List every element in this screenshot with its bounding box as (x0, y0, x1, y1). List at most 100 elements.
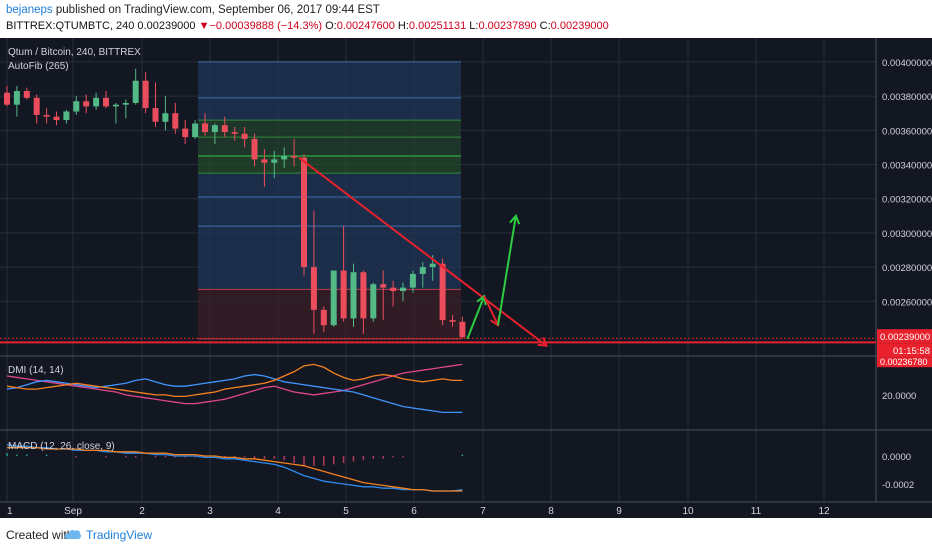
price-tick-label: 0.00280000 (882, 263, 932, 274)
projection-arrow (483, 295, 499, 326)
candle-body (400, 287, 406, 292)
down-arrow-icon: ▼ (198, 20, 210, 32)
low-price-label: 0.00236780 (880, 357, 928, 367)
candle-body (390, 287, 397, 292)
created-with-text: Created with (6, 528, 74, 542)
chart-area[interactable]: 20.0000 0.0000 -0.0002 0.00400000 0.0038000… (0, 38, 932, 518)
open-value: 0.00247600 (336, 20, 395, 32)
dmi-plus-line (6, 373, 463, 414)
chart-header: bejaneps published on TradingView.com, S… (0, 0, 932, 38)
candle-body (370, 284, 377, 319)
candle-body (429, 263, 436, 268)
macd-tick-label: 0.0000 (882, 452, 911, 463)
candle-body (122, 102, 129, 105)
time-tick-label: 8 (548, 506, 554, 517)
candle-body (221, 125, 228, 133)
candle-body (4, 92, 10, 105)
candle-body (202, 123, 208, 133)
footer: Created with TradingView (0, 518, 932, 550)
projection-arrow (466, 295, 486, 340)
candle-body (93, 97, 100, 107)
fib-zone (198, 289, 461, 339)
symbol-label: BITTREX:QTUMBTC, 240 (6, 20, 135, 32)
candle-body (103, 97, 109, 107)
price-change: −0.00039888 (−14.3%) (209, 20, 323, 32)
time-tick-label: 11 (751, 506, 762, 517)
candle-body (330, 270, 337, 326)
candle-body (152, 108, 159, 122)
high-label: H: (397, 20, 409, 32)
fib-zone (198, 97, 461, 121)
low-value: 0.00237890 (478, 20, 537, 32)
arrow-head (537, 337, 549, 347)
price-tick-label: 0.00400000 (882, 58, 932, 69)
time-tick-label: 7 (480, 506, 486, 517)
countdown-box (877, 343, 932, 358)
macd-label: MACD (12, 26, close, 9) (8, 441, 115, 452)
candle-body (310, 267, 317, 310)
candle-body (409, 273, 416, 288)
high-value: 0.00251131 (408, 20, 467, 32)
price-tick-label: 0.00260000 (882, 297, 932, 308)
price-chart[interactable]: 20.0000 0.0000 -0.0002 0.00400000 0.0038000… (0, 38, 932, 518)
candle-body (350, 272, 357, 319)
close-value: 0.00239000 (550, 20, 609, 32)
time-tick-label: Sep (64, 506, 82, 517)
candle-body (63, 111, 70, 121)
tradingview-link[interactable]: TradingView (86, 528, 153, 542)
time-tick-label: 4 (275, 506, 281, 517)
candle-body (162, 113, 169, 122)
macd-tick-label: -0.0002 (882, 480, 914, 491)
candle-body (172, 113, 179, 129)
candle-body (211, 125, 218, 133)
candle-body (301, 157, 307, 268)
candle-body (281, 155, 288, 160)
fib-zone (198, 226, 461, 290)
current-price-box (877, 329, 932, 344)
time-tick-label: 1 (7, 506, 13, 517)
fib-zone (198, 61, 461, 98)
candle-body (449, 320, 456, 322)
countdown-label: 01:15:58 (893, 346, 930, 357)
candle-body (23, 91, 30, 98)
candle-body (291, 155, 298, 158)
last-price: 0.00239000 (137, 20, 196, 32)
published-text: published on TradingView.com, September … (55, 4, 380, 16)
arrow-head (509, 213, 521, 225)
time-tick-label: 5 (343, 506, 349, 517)
fib-zone (198, 137, 461, 156)
fib-zone (198, 155, 461, 174)
projection-arrow (497, 215, 517, 326)
candle-body (112, 104, 119, 107)
candle-body (340, 270, 347, 319)
candle-body (419, 267, 426, 274)
price-tick-label: 0.00320000 (882, 195, 932, 206)
time-tick-label: 10 (682, 506, 694, 517)
autofib-label: AutoFib (265) (8, 61, 69, 72)
candle-body (182, 128, 189, 138)
candle-body (43, 114, 50, 117)
candle-body (83, 101, 90, 107)
candle-body (231, 132, 238, 134)
price-tick-label: 0.00380000 (882, 92, 932, 103)
time-tick-label: 6 (411, 506, 417, 517)
candle-body (192, 123, 199, 138)
publish-info: bejaneps published on TradingView.com, S… (6, 4, 380, 16)
candle-body (142, 80, 149, 109)
candle-body (360, 272, 367, 319)
candle-body (439, 263, 446, 321)
author-link[interactable]: bejaneps (6, 4, 53, 16)
candle-body (251, 138, 258, 160)
chart-title: Qtum / Bitcoin, 240, BITTREX (8, 47, 141, 58)
price-tick-label: 0.00300000 (882, 229, 932, 240)
macd-signal-line (7, 446, 463, 492)
time-tick-label: 2 (139, 506, 145, 517)
tradingview-cloud-icon (64, 530, 82, 539)
candle-body (53, 116, 60, 121)
ohlc-line: BITTREX:QTUMBTC, 240 0.00239000 ▼−0.0003… (6, 20, 609, 32)
open-label: O: (325, 20, 337, 32)
time-tick-label: 9 (616, 506, 622, 517)
dmi-label: DMI (14, 14) (8, 365, 64, 376)
candle-body (271, 159, 278, 163)
candle-body (320, 309, 327, 326)
